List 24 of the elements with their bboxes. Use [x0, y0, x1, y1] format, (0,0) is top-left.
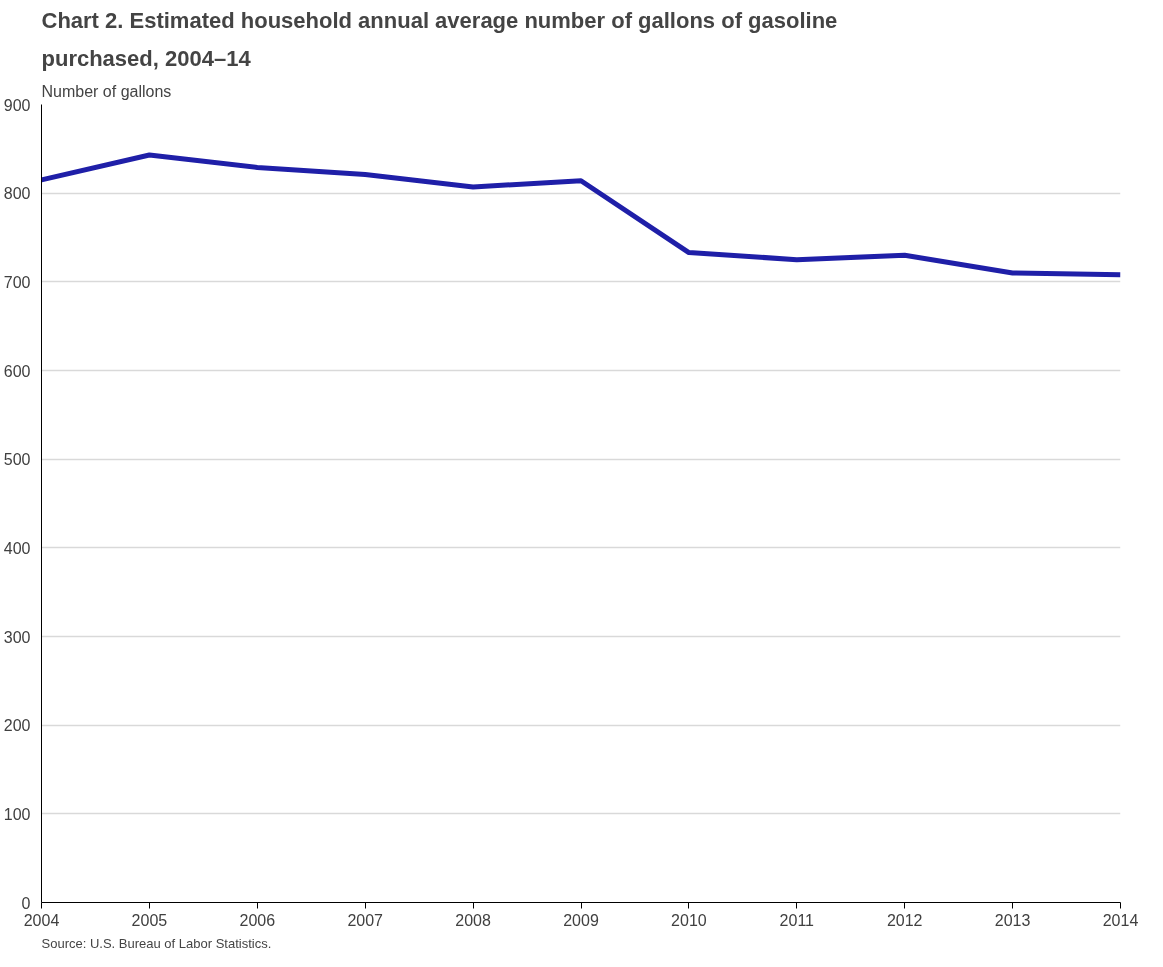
x-tick-label: 2005	[131, 911, 168, 929]
y-axis-title: Number of gallons	[41, 82, 172, 100]
x-tick-label: 2011	[779, 911, 815, 929]
y-tick-label: 800	[3, 185, 31, 203]
y-tick-label: 100	[3, 805, 31, 823]
x-tick-label: 2007	[347, 911, 384, 929]
y-tick-label: 0	[21, 894, 31, 912]
y-tick-label: 400	[3, 539, 31, 557]
x-tick-label: 2014	[1102, 911, 1139, 929]
y-tick-label: 300	[3, 628, 31, 646]
x-tick-label: 2010	[671, 911, 707, 929]
x-tick-label: 2008	[455, 911, 491, 929]
y-tick-label: 200	[3, 717, 31, 735]
y-tick-label: 500	[3, 451, 31, 469]
x-tick-label: 2006	[239, 911, 276, 929]
y-tick-label: 900	[3, 96, 31, 114]
x-tick-label: 2009	[563, 911, 599, 929]
source-note: Source: U.S. Bureau of Labor Statistics.	[41, 935, 272, 951]
x-tick-label: 2004	[23, 911, 60, 929]
x-tick-label: 2013	[994, 911, 1031, 929]
chart-title: Chart 2. Estimated household annual average number of gallons of gasoline purchased, 2004–14	[41, 8, 838, 71]
y-tick-label: 700	[3, 273, 31, 291]
y-tick-label: 600	[3, 362, 31, 380]
x-tick-label: 2012	[886, 911, 923, 929]
